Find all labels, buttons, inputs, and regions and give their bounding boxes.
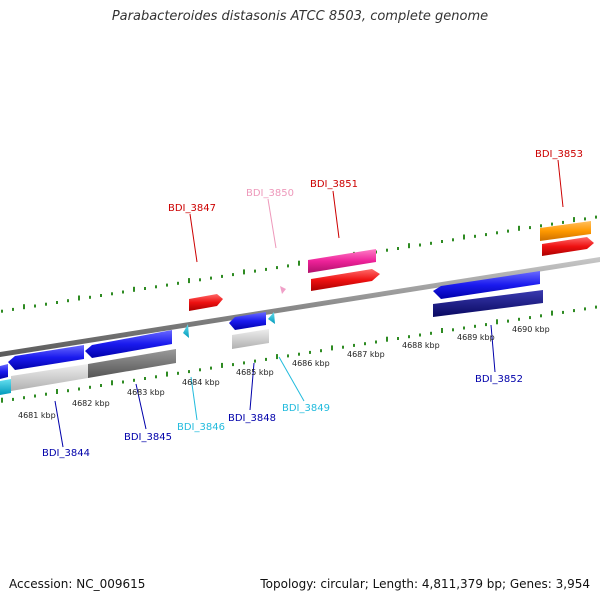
callout-bdi-3847 [189, 213, 198, 263]
topology-text: Topology: circular; Length: 4,811,379 bp… [260, 577, 590, 591]
gene-label-bdi-3847: BDI_3847 [168, 203, 216, 214]
gene-label-bdi-3849: BDI_3849 [282, 403, 330, 414]
axis-label: 4682 kbp [72, 399, 110, 408]
callout-bdi-3848 [249, 362, 255, 411]
callout-bdi-3846 [190, 376, 198, 421]
gene-bdi-3844-lower-bar [11, 364, 88, 391]
gene-bdi-3845-arrow [85, 330, 172, 358]
axis-label: 4688 kbp [402, 341, 440, 350]
gene-label-bdi-3844: BDI_3844 [42, 448, 90, 459]
axis-label: 4686 kbp [292, 359, 330, 368]
axis-label: 4685 kbp [236, 368, 274, 377]
axis-label: 4687 kbp [347, 350, 385, 359]
gene-bdi-3849-arrow [268, 312, 275, 324]
gene-label-bdi-3845: BDI_3845 [124, 432, 172, 443]
map-title: Parabacteroides distasonis ATCC 8503, co… [111, 9, 489, 24]
gene-bdi-3852-lower-bar [433, 290, 543, 317]
gene-bdi-3851-arrow [308, 249, 376, 273]
gene-bdi-3853-top-arrow [540, 221, 591, 241]
axis-label: 4684 kbp [182, 378, 220, 387]
axis-label: 4689 kbp [457, 333, 495, 342]
gene-bdi-3850-arrow [280, 286, 286, 294]
gene-bdi-3845-lower-bar [88, 349, 176, 378]
gene-label-bdi-3853: BDI_3853 [535, 149, 583, 160]
gene-label-bdi-3846: BDI_3846 [177, 422, 225, 433]
gene-label-bdi-3848: BDI_3848 [228, 413, 276, 424]
gene-bdi-3851-pseudo-arrow [311, 269, 380, 291]
gene-bdi-3852-arrow [433, 271, 540, 299]
callout-bdi-3844 [54, 400, 64, 448]
callout-bdi-3852 [490, 324, 496, 373]
gene-bdi-3853-arrow [542, 237, 594, 256]
axis-label: 4681 kbp [18, 411, 56, 420]
genome-backbone [0, 257, 600, 357]
gene-bdi-3847-arrow [189, 294, 223, 311]
gene-bdi-3848-lower-bar [232, 329, 269, 349]
gene-partial-left-blue [0, 364, 8, 379]
callout-bdi-3853 [557, 159, 564, 208]
tick-marks [1, 215, 597, 403]
gene-partial-left-cyan [0, 379, 11, 395]
callout-bdi-3845 [135, 383, 147, 430]
gene-bdi-3848-arrow [229, 312, 266, 330]
gene-label-bdi-3850: BDI_3850 [246, 188, 294, 199]
gene-label-bdi-3851: BDI_3851 [310, 179, 358, 190]
axis-label: 4683 kbp [127, 388, 165, 397]
callout-bdi-3851 [332, 190, 340, 239]
gene-label-bdi-3852: BDI_3852 [475, 374, 523, 385]
gene-bdi-3844-arrow [8, 345, 84, 370]
callout-bdi-3850 [267, 198, 277, 249]
accession-text: Accession: NC_009615 [9, 577, 146, 591]
axis-label: 4690 kbp [512, 325, 550, 334]
callout-bdi-3849 [278, 356, 305, 402]
gene-bdi-3846-arrow [183, 324, 189, 338]
